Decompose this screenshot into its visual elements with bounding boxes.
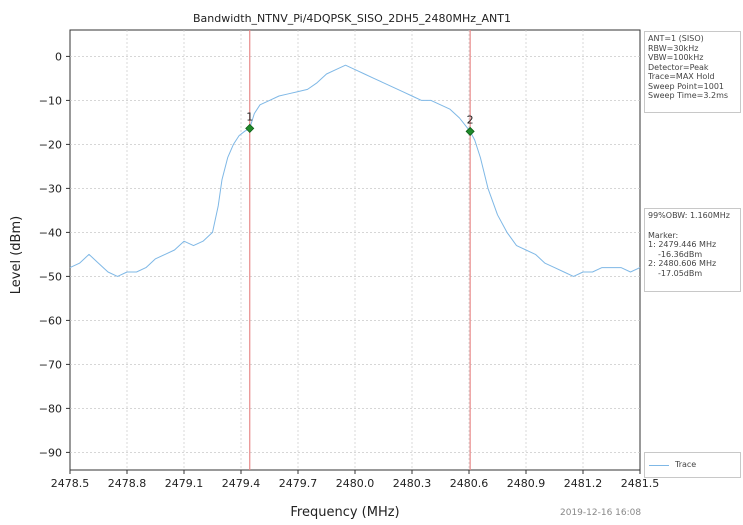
settings-info-box: ANT=1 (SISO) RBW=30kHz VBW=100kHz Detector=… — [644, 31, 741, 113]
marker-2-label: 2 — [467, 113, 474, 126]
settings-line: ANT=1 (SISO) — [648, 34, 737, 44]
y-axis-label: Level (dBm) — [9, 216, 24, 294]
result-info-box: 99%OBW: 1.160MHz Marker: 1: 2479.446 MHz… — [644, 208, 741, 292]
y-tick-label: −60 — [39, 314, 62, 327]
settings-line: Sweep Time=3.2ms — [648, 91, 737, 101]
settings-line: Sweep Point=1001 — [648, 82, 737, 92]
legend: Trace — [644, 452, 741, 478]
y-tick-label: −30 — [39, 182, 62, 195]
settings-line: RBW=30kHz — [648, 44, 737, 54]
marker-2-frequency: 2: 2480.606 MHz — [648, 259, 737, 269]
marker-1-frequency: 1: 2479.446 MHz — [648, 240, 737, 250]
settings-line: Detector=Peak — [648, 63, 737, 73]
x-tick-label: 2479.4 — [222, 477, 261, 490]
x-tick-label: 2478.8 — [108, 477, 147, 490]
y-tick-label: −50 — [39, 270, 62, 283]
marker-1-level: -16.36dBm — [648, 250, 737, 260]
chart-title: Bandwidth_NTNV_Pi/4DQPSK_SISO_2DH5_2480M… — [193, 12, 511, 25]
marker-title: Marker: — [648, 231, 737, 241]
x-tick-label: 2480.9 — [507, 477, 546, 490]
y-tick-label: −10 — [39, 94, 62, 107]
x-tick-label: 2481.5 — [621, 477, 660, 490]
marker-1-label: 1 — [246, 110, 253, 123]
x-tick-label: 2481.2 — [564, 477, 603, 490]
y-tick-label: −20 — [39, 138, 62, 151]
legend-trace-label: Trace — [675, 460, 696, 469]
legend-trace-line — [649, 465, 669, 466]
x-axis-label: Frequency (MHz) — [290, 505, 399, 520]
x-tick-label: 2479.7 — [279, 477, 318, 490]
y-tick-label: 0 — [55, 50, 62, 63]
y-tick-label: −40 — [39, 226, 62, 239]
y-tick-label: −90 — [39, 446, 62, 459]
obw-text: 99%OBW: 1.160MHz — [648, 211, 737, 221]
timestamp: 2019-12-16 16:08 — [560, 508, 641, 518]
x-tick-label: 2478.5 — [51, 477, 90, 490]
settings-line: Trace=MAX Hold — [648, 72, 737, 82]
x-tick-label: 2480.6 — [450, 477, 489, 490]
x-tick-label: 2480.3 — [393, 477, 432, 490]
y-tick-label: −70 — [39, 358, 62, 371]
x-tick-label: 2480.0 — [336, 477, 375, 490]
y-tick-label: −80 — [39, 402, 62, 415]
marker-2-level: -17.05dBm — [648, 269, 737, 279]
settings-line: VBW=100kHz — [648, 53, 737, 63]
x-tick-label: 2479.1 — [165, 477, 204, 490]
